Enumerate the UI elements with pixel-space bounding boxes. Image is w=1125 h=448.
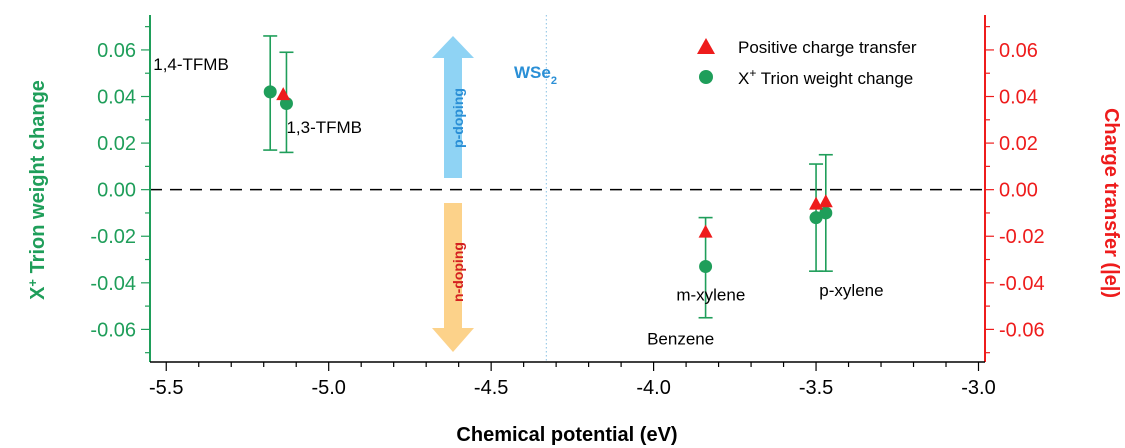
x-tick-label: -4.5 — [474, 377, 508, 399]
trion-point-group — [279, 51, 294, 154]
x-axis-title: Chemical potential (eV) — [456, 424, 677, 446]
y-left-tick-label: -0.04 — [90, 273, 136, 295]
y-right-tick-label: 0.00 — [999, 180, 1038, 202]
y-axis-right-title: Charge transfer (|e|) — [1100, 108, 1122, 298]
trion-point — [819, 206, 833, 220]
y-right-tick-label: -0.02 — [999, 226, 1045, 248]
y-right-tick-label: -0.04 — [999, 273, 1045, 295]
y-right-tick-label: 0.04 — [999, 87, 1038, 109]
x-tick-label: -3.5 — [799, 377, 833, 399]
data-marks — [263, 35, 833, 319]
trion-point-group — [809, 163, 824, 272]
x-tick-label: -3.0 — [961, 377, 995, 399]
point-annotation: p-xylene — [819, 281, 883, 300]
y-right-tick-label: 0.06 — [999, 40, 1038, 62]
legend-charge-label: Positive charge transfer — [738, 38, 917, 57]
y-left-tick-label: 0.06 — [97, 40, 136, 62]
y-left-tick-label: 0.04 — [97, 87, 136, 109]
legend-trion-label: X+ Trion weight change — [738, 66, 913, 88]
trion-point — [809, 211, 823, 225]
point-annotation: 1,4-TFMB — [153, 55, 229, 74]
n-doping-label: n-doping — [450, 242, 466, 302]
axes: -5.5 -5.0 -4.5 -4.0 -3.5 -3.0 0.06 0.04 0.02 0.00… — [90, 15, 1045, 399]
y-left-tick-label: 0.00 — [97, 180, 136, 202]
trion-point-group — [263, 35, 278, 151]
legend-triangle-marker — [697, 38, 715, 54]
trion-point — [699, 260, 713, 274]
charge-transfer-point — [276, 87, 291, 101]
charge-transfer-point — [698, 224, 713, 238]
legend-circle-marker — [699, 70, 713, 84]
charge-transfer-point — [809, 196, 824, 210]
y-left-tick-label: -0.06 — [90, 319, 136, 341]
x-tick-label: -5.5 — [149, 377, 183, 399]
y-left-tick-label: -0.02 — [90, 226, 136, 248]
p-doping-label: p-doping — [450, 88, 466, 148]
y-axis-left-title: X+ Trion weight change — [25, 80, 50, 300]
y-axis-left-title-text: X+ Trion weight change — [25, 80, 50, 300]
annotations: 1,4-TFMB 1,3-TFMB Benzene m-xylene p-xylene — [153, 55, 883, 349]
trion-point-group — [818, 153, 833, 272]
x-tick-label: -4.0 — [636, 377, 670, 399]
n-doping-arrow: n-doping — [432, 203, 474, 352]
y-axis-right-title-text: Charge transfer (|e|) — [1100, 108, 1122, 298]
y-left-tick-label: 0.02 — [97, 133, 136, 155]
point-annotation: Benzene — [647, 330, 714, 349]
point-annotation: m-xylene — [676, 285, 745, 304]
y-right-tick-label: 0.02 — [999, 133, 1038, 155]
point-annotation: 1,3-TFMB — [286, 118, 362, 137]
wse2-label: WSe2 — [514, 63, 557, 87]
trion-point — [279, 96, 293, 110]
y-right-tick-label: -0.06 — [999, 319, 1045, 341]
charge-transfer-point — [818, 194, 833, 208]
legend: Positive charge transfer X+ Trion weight… — [697, 38, 917, 88]
p-doping-arrow: p-doping — [432, 36, 474, 178]
x-tick-label: -5.0 — [311, 377, 345, 399]
trion-point — [263, 85, 277, 99]
